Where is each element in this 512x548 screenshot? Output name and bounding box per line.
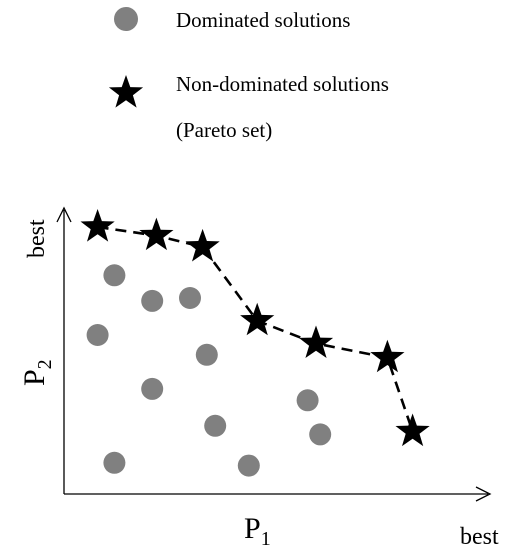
legend-dominated-marker — [114, 7, 138, 31]
y-axis-best-label: best — [24, 219, 50, 258]
pareto-star-4 — [240, 302, 275, 336]
x-axis-arrowhead — [475, 486, 492, 502]
pareto-star-3 — [185, 228, 220, 262]
pareto-star-7 — [395, 413, 430, 447]
dominated-point-1 — [103, 264, 126, 287]
dominated-point-8 — [296, 389, 319, 412]
y-axis-label: P2 — [18, 359, 56, 386]
dominated-point-2 — [141, 289, 164, 312]
dominated-point-7 — [204, 414, 227, 437]
dominated-point-6 — [141, 377, 164, 400]
x-axis-label-subscript: 1 — [261, 528, 271, 548]
pareto-points — [80, 209, 430, 447]
pareto-star-5 — [298, 325, 334, 358]
y-axis-arrowhead — [56, 206, 72, 223]
x-axis-label: P1 — [244, 512, 271, 548]
pareto-star-6 — [370, 339, 405, 373]
dominated-point-9 — [309, 423, 332, 446]
legend-pareto-star-icon — [108, 75, 144, 108]
x-axis-best-label: best — [460, 524, 499, 548]
pareto-star-1 — [80, 209, 115, 242]
legend-dominated-label: Dominated solutions — [176, 8, 350, 32]
dominated-point-10 — [103, 451, 126, 474]
dominated-point-11 — [237, 454, 260, 477]
dominated-point-3 — [179, 287, 201, 309]
legend-pareto-sublabel: (Pareto set) — [176, 118, 272, 142]
dominated-points — [86, 264, 332, 477]
pareto-star-2 — [139, 217, 174, 251]
dominated-point-5 — [195, 343, 218, 366]
legend-pareto-label: Non-dominated solutions — [176, 72, 389, 96]
axes — [56, 206, 492, 502]
x-axis-label-main: P — [244, 512, 261, 545]
dominated-point-4 — [86, 324, 109, 346]
y-axis-label-subscript: 2 — [34, 359, 56, 369]
legend: Dominated solutions Non-dominated soluti… — [108, 7, 389, 142]
y-axis-label-main: P — [18, 369, 51, 386]
